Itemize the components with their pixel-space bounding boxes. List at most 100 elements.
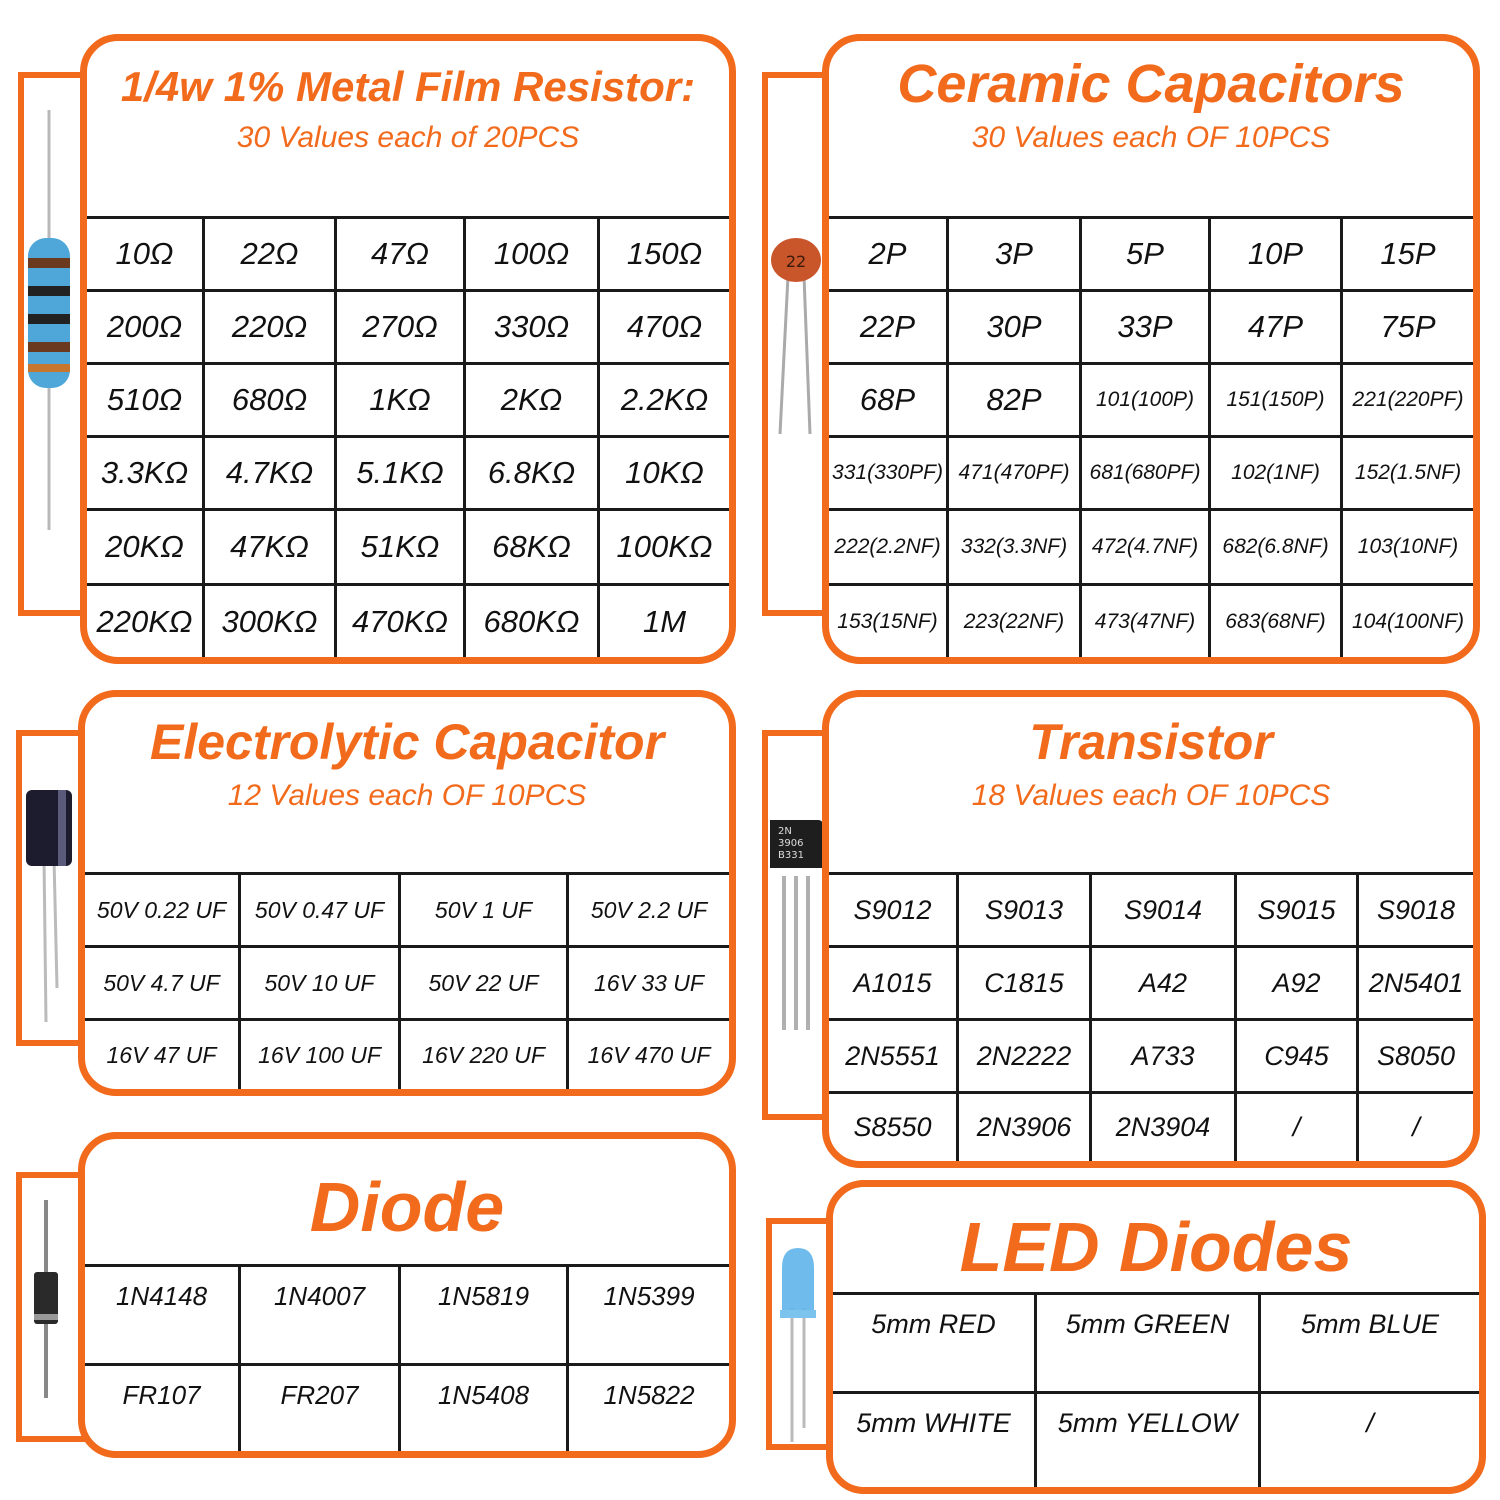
transistor-cell: S9012 xyxy=(829,875,959,948)
diode-cell: FR107 xyxy=(85,1366,241,1451)
transistor-cell: 2N5551 xyxy=(829,1021,959,1094)
resistor-cell: 1KΩ xyxy=(337,365,466,438)
ceramic-cell: 682(6.8NF) xyxy=(1211,511,1343,586)
resistor-cell: 20KΩ xyxy=(87,511,205,586)
diode-value-table: 1N4148 1N4007 1N5819 1N5399 FR107 FR207 1N5408… xyxy=(85,1264,729,1451)
electrolytic-cell: 50V 2.2 UF xyxy=(569,875,729,948)
transistor-cell: A92 xyxy=(1237,948,1359,1021)
resistor-cell: 330Ω xyxy=(466,292,600,365)
ceramic-cell: 47P xyxy=(1211,292,1343,365)
ceramic-cell: 222(2.2NF) xyxy=(829,511,949,586)
resistor-panel: 1/4w 1% Metal Film Resistor: 30 Values e… xyxy=(80,34,736,664)
transistor-cell: / xyxy=(1412,1112,1420,1142)
electrolytic-cell: 50V 1 UF xyxy=(401,875,569,948)
electrolytic-cell: 16V 33 UF xyxy=(569,948,729,1021)
resistor-cell: 10Ω xyxy=(87,219,205,292)
transistor-cell: S9014 xyxy=(1092,875,1237,948)
led-cell: 5mm GREEN xyxy=(1037,1295,1261,1394)
resistor-title: 1/4w 1% Metal Film Resistor: xyxy=(120,63,696,110)
resistor-cell: 300KΩ xyxy=(205,586,337,657)
resistor-cell: 5.1KΩ xyxy=(337,438,466,511)
resistor-cell: 100KΩ xyxy=(600,511,729,586)
resistor-value-table: 10Ω 22Ω 47Ω 100Ω 150Ω 200Ω 220Ω 270Ω 330Ω 470Ω 510… xyxy=(87,216,729,657)
led-cell: 5mm YELLOW xyxy=(1037,1394,1261,1487)
transistor-cell: 2N3906 xyxy=(959,1094,1092,1161)
transistor-cell: 2N2222 xyxy=(959,1021,1092,1094)
diode-cell: 1N4007 xyxy=(241,1267,401,1366)
diode-cell: 1N5819 xyxy=(401,1267,569,1366)
ceramic-cell: 103(10NF) xyxy=(1343,511,1473,586)
ceramic-cell: 22P xyxy=(829,292,949,365)
transistor-cell: S8550 xyxy=(829,1094,959,1161)
resistor-cell: 47Ω xyxy=(337,219,466,292)
led-cell: 5mm BLUE xyxy=(1261,1295,1479,1394)
resistor-cell: 510Ω xyxy=(87,365,205,438)
transistor-cell: 2N3904 xyxy=(1092,1094,1237,1161)
resistor-cell: 47KΩ xyxy=(205,511,337,586)
ceramic-cell: 331(330PF) xyxy=(829,438,949,511)
electrolytic-cell: 16V 470 UF xyxy=(587,1041,711,1068)
transistor-cell: A42 xyxy=(1092,948,1237,1021)
ceramic-cell: 472(4.7NF) xyxy=(1082,511,1211,586)
ceramic-cell: 15P xyxy=(1343,219,1473,292)
ceramic-cell: 33P xyxy=(1082,292,1211,365)
transistor-cell: A1015 xyxy=(829,948,959,1021)
electrolytic-cell: 50V 0.22 UF xyxy=(85,875,241,948)
resistor-cell: 1M xyxy=(642,603,687,639)
transistor-title: Transistor xyxy=(1029,714,1273,770)
resistor-cell: 68KΩ xyxy=(466,511,600,586)
resistor-cell: 10KΩ xyxy=(600,438,729,511)
resistor-image xyxy=(28,110,70,530)
ceramic-cell: 2P xyxy=(829,219,949,292)
transistor-panel: Transistor 18 Values each OF 10PCS S9012… xyxy=(822,690,1480,1168)
transistor-label-1: 2N xyxy=(778,826,792,837)
resistor-cell: 470Ω xyxy=(600,292,729,365)
transistor-subtitle: 18 Values each OF 10PCS xyxy=(971,779,1331,812)
ceramic-cell: 152(1.5NF) xyxy=(1343,438,1473,511)
electrolytic-cell: 50V 0.47 UF xyxy=(241,875,401,948)
transistor-cell: S8050 xyxy=(1359,1021,1473,1094)
transistor-cell: C1815 xyxy=(959,948,1092,1021)
ceramic-cell: 102(1NF) xyxy=(1211,438,1343,511)
transistor-cell: A733 xyxy=(1092,1021,1237,1094)
resistor-cell: 200Ω xyxy=(87,292,205,365)
ceramic-cell: 473(47NF) xyxy=(1082,586,1211,657)
ceramic-cell: 153(15NF) xyxy=(829,586,949,657)
resistor-cell: 3.3KΩ xyxy=(87,438,205,511)
ceramic-cell: 68P xyxy=(829,365,949,438)
resistor-cell: 680Ω xyxy=(205,365,337,438)
ceramic-cell: 681(680PF) xyxy=(1082,438,1211,511)
transistor-value-table: S9012 S9013 S9014 S9015 S9018 A1015 C1815 A42 A9… xyxy=(829,872,1473,1161)
transistor-cell: S9013 xyxy=(959,875,1092,948)
led-value-table: 5mm RED 5mm GREEN 5mm BLUE 5mm WHITE 5mm YEL… xyxy=(833,1292,1479,1487)
diode-title: Diode xyxy=(309,1168,505,1246)
diode-cell: FR207 xyxy=(241,1366,401,1451)
led-title: LED Diodes xyxy=(959,1208,1353,1286)
transistor-cell: 2N5401 xyxy=(1359,948,1473,1021)
transistor-label-3: B331 xyxy=(778,850,804,861)
transistor-cell: / xyxy=(1237,1094,1359,1161)
ceramic-capacitor-image: 22 xyxy=(771,238,821,435)
resistor-subtitle: 30 Values each of 20PCS xyxy=(236,121,580,154)
ceramic-value-table: 2P 3P 5P 10P 15P 22P 30P 33P 47P 75P 68P 82P 101(100… xyxy=(829,216,1473,657)
electrolytic-title: Electrolytic Capacitor xyxy=(149,714,665,770)
diode-cell: 1N5399 xyxy=(569,1267,729,1366)
resistor-cell: 680KΩ xyxy=(466,586,600,657)
diode-image xyxy=(34,1200,58,1398)
transistor-cell: C945 xyxy=(1237,1021,1359,1094)
resistor-cell: 100Ω xyxy=(466,219,600,292)
resistor-cell: 2KΩ xyxy=(466,365,600,438)
ceramic-panel: Ceramic Capacitors 30 Values each OF 10P… xyxy=(822,34,1480,664)
resistor-cell: 2.2KΩ xyxy=(600,365,729,438)
led-cell: 5mm RED xyxy=(833,1295,1037,1394)
resistor-cell: 220KΩ xyxy=(87,586,205,657)
resistor-cell: 22Ω xyxy=(205,219,337,292)
electrolytic-capacitor-image xyxy=(26,790,72,1023)
resistor-cell: 6.8KΩ xyxy=(466,438,600,511)
resistor-cell: 270Ω xyxy=(337,292,466,365)
ceramic-subtitle: 30 Values each OF 10PCS xyxy=(971,121,1331,154)
ceramic-cell: 683(68NF) xyxy=(1211,586,1343,657)
led-image xyxy=(780,1248,816,1442)
ceramic-cell: 332(3.3NF) xyxy=(949,511,1082,586)
ceramic-cell: 151(150P) xyxy=(1211,365,1343,438)
